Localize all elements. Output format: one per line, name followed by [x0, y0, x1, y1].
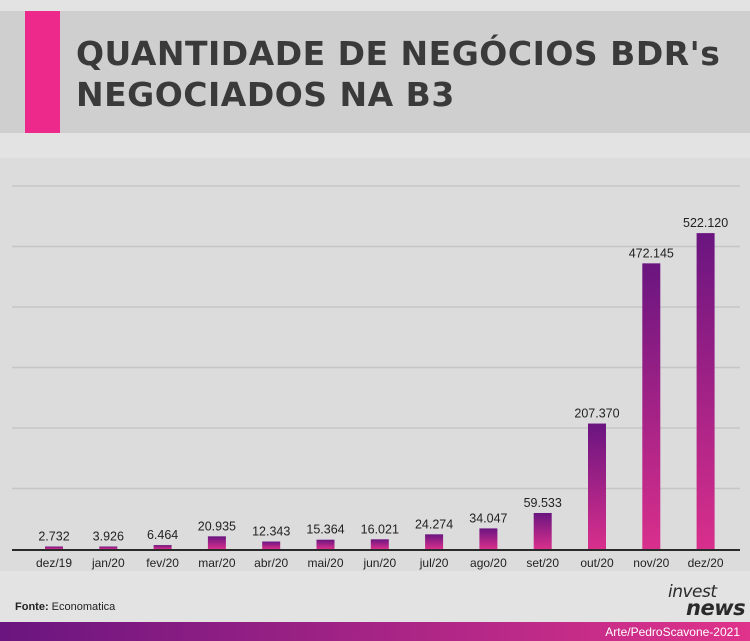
value-labels: 2.732 3.926 6.464 20.935 12.343 15.364 16.021 2… [38, 216, 728, 543]
x-tick-label: out/20 [580, 556, 614, 570]
x-tick-label: nov/20 [633, 556, 669, 570]
bar-jan/20 [99, 546, 118, 549]
x-tick-label: abr/20 [254, 556, 288, 570]
source-label: Fonte: [15, 601, 49, 613]
bar-jun/20 [370, 539, 389, 549]
accent-bar [25, 11, 60, 133]
source-note: Fonte: Economatica [15, 601, 115, 613]
source-value: Economatica [51, 601, 116, 613]
value-label: 15.364 [306, 523, 344, 537]
x-tick-label: dez/20 [688, 556, 724, 570]
bar-fev/20 [153, 545, 172, 549]
value-label: 472.145 [629, 246, 674, 260]
x-tick-label: jan/20 [91, 556, 125, 570]
x-tick-label: ago/20 [470, 556, 507, 570]
logo-line-1: invest [668, 582, 717, 602]
bar-dez/20 [696, 233, 715, 549]
x-tick-labels: dez/19 jan/20 fev/20 mar/20 abr/20 mai/20 jun/… [36, 556, 724, 570]
bar-nov/20 [642, 263, 661, 549]
header: QUANTIDADE DE NEGÓCIOS BDR's NEGOCIADOS … [0, 11, 750, 133]
bar-mar/20 [207, 536, 226, 549]
x-tick-label: fev/20 [146, 556, 179, 570]
chart-area [0, 158, 750, 571]
x-tick-label: mar/20 [198, 556, 236, 570]
bar-ago/20 [479, 528, 498, 549]
value-label: 6.464 [147, 528, 178, 542]
value-label: 16.021 [361, 522, 399, 536]
bar-mai/20 [316, 539, 335, 549]
title-line-2: NEGOCIADOS NA B3 [76, 75, 455, 114]
bar-out/20 [588, 423, 606, 549]
page-title: QUANTIDADE DE NEGÓCIOS BDR's NEGOCIADOS … [76, 33, 720, 115]
x-tick-label: set/20 [526, 556, 559, 570]
bars [45, 233, 715, 549]
value-label: 34.047 [469, 511, 507, 525]
credit: Arte/PedroScavone-2021 [605, 625, 740, 639]
bar-dez/19 [45, 546, 63, 549]
logo-line-2: news [686, 596, 746, 620]
investnews-logo: invest news [664, 582, 746, 620]
x-tick-label: jun/20 [362, 556, 396, 570]
bar-abr/20 [262, 541, 281, 549]
value-label: 207.370 [574, 407, 619, 421]
footer-bar [0, 622, 750, 641]
x-tick-label: dez/19 [36, 556, 72, 570]
bar-chart: 2.732 3.926 6.464 20.935 12.343 15.364 16.021 2… [12, 185, 740, 570]
value-label: 24.274 [415, 517, 453, 531]
value-label: 2.732 [38, 530, 69, 544]
gridlines [12, 185, 740, 490]
value-label: 20.935 [198, 519, 236, 533]
x-tick-label: jul/20 [419, 556, 449, 570]
x-tick-label: mai/20 [307, 556, 343, 570]
value-label: 3.926 [93, 530, 124, 544]
value-label: 59.533 [524, 496, 562, 510]
bar-jul/20 [425, 534, 444, 549]
bar-set/20 [533, 512, 552, 549]
value-label: 12.343 [252, 525, 290, 539]
value-label: 522.120 [683, 216, 728, 230]
title-line-1: QUANTIDADE DE NEGÓCIOS BDR's [76, 34, 721, 73]
